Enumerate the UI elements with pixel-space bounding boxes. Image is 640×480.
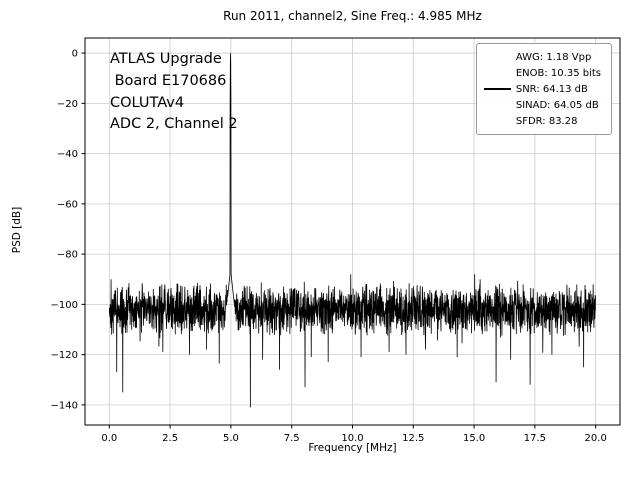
legend-label: ENOB: 10.35 bits [515,67,601,79]
legend-entry: SNR: 64.13 dB [483,81,601,97]
y-tick-label: −80 [57,250,78,261]
x-tick-label: 0.0 [101,433,117,444]
x-axis-label: Frequency [MHz] [308,442,397,454]
x-tick-label: 10.0 [341,433,363,444]
legend-label: AWG: 1.18 Vpp [515,51,592,63]
legend-label: SFDR: 83.28 [515,115,578,127]
x-tick-label: 5.0 [223,433,239,444]
y-tick-label: −120 [51,350,78,361]
y-tick-label: −140 [51,400,78,411]
annotation-block: ATLAS Upgrade Board E170686 COLUTAv4 ADC 2… [110,49,238,136]
legend-entry: SFDR: 83.28 [484,113,601,129]
legend-label: SINAD: 64.05 dB [515,99,599,111]
annotation-line: COLUTAv4 [110,94,185,111]
legend-label: SNR: 64.13 dB [515,83,588,95]
legend-entry: SINAD: 64.05 dB [484,97,601,113]
y-tick-label: 0 [72,49,78,60]
psd-trace [108,53,597,408]
x-tick-label: 17.5 [524,433,546,444]
chart-title: Run 2011, channel2, Sine Freq.: 4.985 MH… [223,9,482,23]
legend-marker-line [483,88,511,90]
x-tick-label: 20.0 [585,433,607,444]
y-tick-label: −20 [57,99,78,110]
y-tick-label: −100 [51,300,78,311]
legend-entry: AWG: 1.18 Vpp [484,49,601,65]
legend-handle [483,88,516,90]
y-axis-label: PSD [dB] [11,206,23,254]
annotation-line: Board E170686 [110,72,227,89]
x-tick-label: 7.5 [284,433,300,444]
annotation-line: ATLAS Upgrade [110,51,222,67]
x-tick-label: 12.5 [402,433,424,444]
y-tick-label: −60 [57,199,78,210]
x-tick-label: 2.5 [162,433,178,444]
legend: AWG: 1.18 Vpp ENOB: 10.35 bits SNR: 64.13 … [475,43,612,135]
x-tick-label: 15.0 [463,433,485,444]
annotation-line: ADC 2, Channel 2 [110,116,238,133]
y-tick-label: −40 [57,149,78,160]
legend-entry: ENOB: 10.35 bits [484,65,601,81]
